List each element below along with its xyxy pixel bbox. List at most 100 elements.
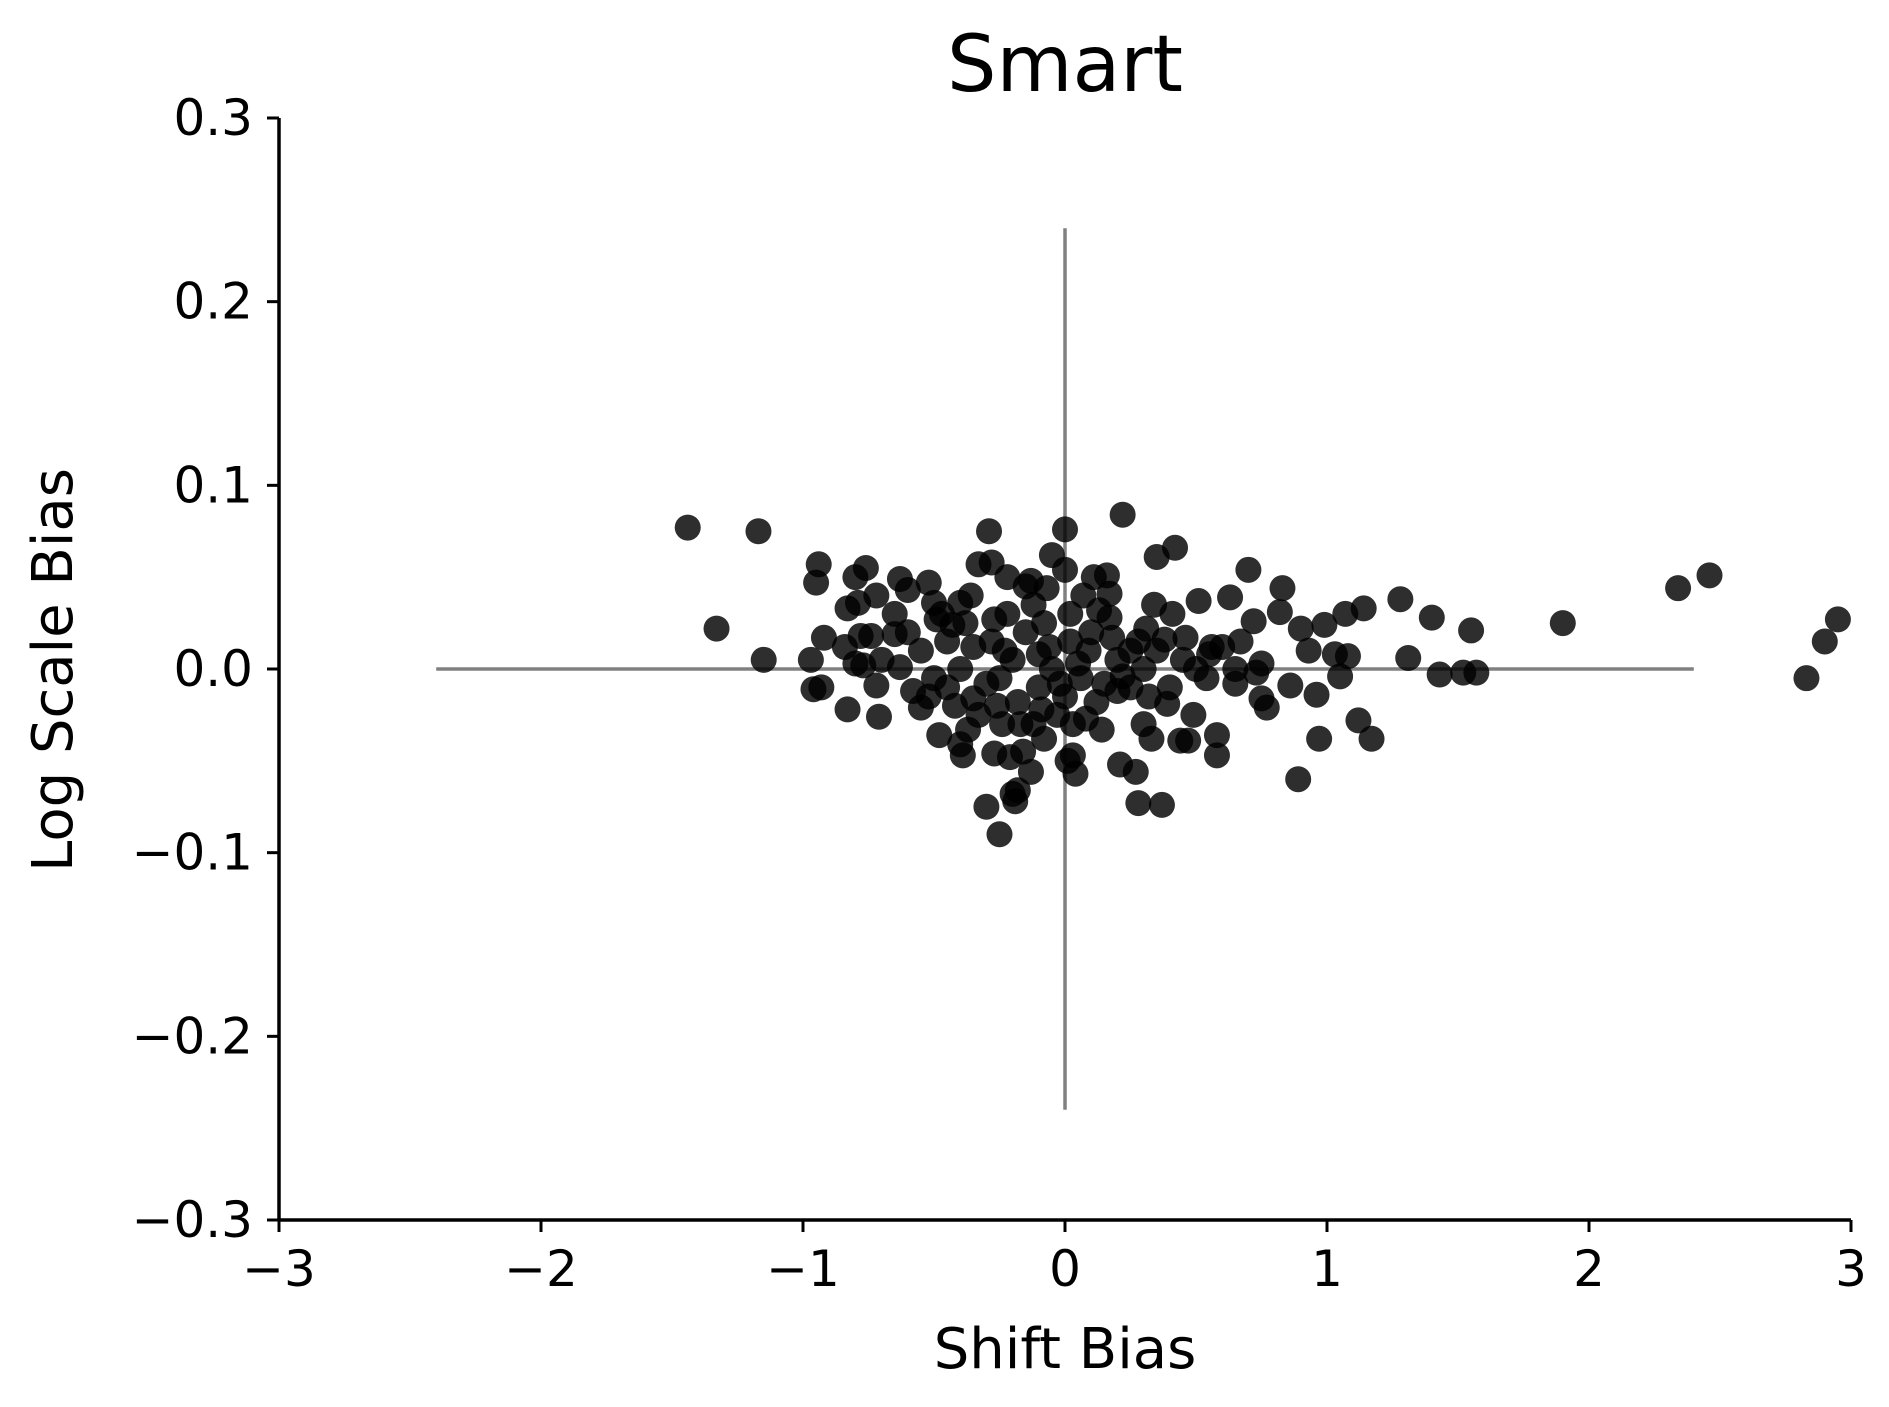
data-point bbox=[808, 674, 835, 701]
data-point bbox=[797, 646, 824, 673]
y-tick-label: 0.2 bbox=[173, 273, 253, 331]
data-point bbox=[674, 514, 701, 541]
data-point bbox=[1057, 600, 1084, 627]
x-tick-label: 3 bbox=[1835, 1240, 1867, 1298]
x-tick-label: 0 bbox=[1049, 1240, 1081, 1298]
data-point bbox=[1031, 610, 1058, 637]
y-tick-label: 0.0 bbox=[173, 640, 253, 698]
y-tick-label: 0.3 bbox=[173, 89, 253, 147]
data-point bbox=[1156, 674, 1183, 701]
data-point bbox=[863, 582, 890, 609]
data-point bbox=[1052, 516, 1078, 543]
data-point bbox=[810, 624, 837, 651]
data-point bbox=[952, 610, 979, 637]
data-point bbox=[1185, 588, 1212, 615]
data-point bbox=[881, 600, 908, 627]
data-point bbox=[1036, 633, 1063, 660]
data-point bbox=[1135, 683, 1162, 710]
data-point bbox=[1125, 790, 1152, 817]
data-point bbox=[745, 518, 772, 545]
data-point bbox=[1253, 694, 1280, 721]
data-point bbox=[1395, 644, 1422, 671]
data-point bbox=[1138, 725, 1165, 752]
data-point bbox=[1088, 716, 1115, 743]
data-point bbox=[894, 619, 921, 646]
data-point bbox=[1070, 582, 1097, 609]
data-point bbox=[1010, 738, 1037, 765]
data-point bbox=[1463, 659, 1490, 686]
data-point bbox=[1811, 628, 1838, 655]
data-point bbox=[1159, 600, 1186, 627]
data-point bbox=[1235, 556, 1262, 583]
data-points bbox=[674, 501, 1851, 848]
data-point bbox=[986, 821, 1013, 848]
data-point bbox=[1078, 619, 1105, 646]
data-point bbox=[1418, 604, 1445, 631]
data-point bbox=[1172, 624, 1199, 651]
data-point bbox=[983, 692, 1010, 719]
data-point bbox=[1130, 656, 1157, 682]
data-point bbox=[1824, 606, 1851, 633]
data-point bbox=[1162, 534, 1189, 561]
data-point bbox=[1033, 575, 1060, 602]
data-point bbox=[1122, 758, 1149, 785]
data-point bbox=[947, 656, 974, 682]
data-point bbox=[1240, 608, 1267, 635]
data-point bbox=[858, 622, 885, 649]
data-point bbox=[1017, 758, 1044, 785]
x-axis-label: Shift Bias bbox=[934, 1317, 1197, 1382]
y-axis-label: Log Scale Bias bbox=[21, 468, 86, 872]
data-point bbox=[863, 672, 890, 699]
data-point bbox=[973, 670, 1000, 697]
data-point bbox=[1334, 643, 1361, 670]
data-point bbox=[1793, 665, 1820, 692]
data-point bbox=[1295, 637, 1322, 664]
data-point bbox=[1025, 674, 1052, 701]
data-point bbox=[750, 646, 777, 673]
data-point bbox=[1062, 760, 1089, 787]
data-point bbox=[1269, 575, 1296, 602]
data-point bbox=[868, 646, 895, 673]
data-point bbox=[934, 628, 961, 655]
data-point bbox=[949, 742, 976, 769]
data-point bbox=[1196, 641, 1223, 668]
data-point bbox=[1306, 725, 1333, 752]
data-point bbox=[1266, 599, 1293, 626]
data-point bbox=[928, 600, 955, 627]
data-point bbox=[1052, 556, 1078, 583]
data-point bbox=[1083, 689, 1110, 716]
data-point bbox=[803, 569, 830, 596]
data-point bbox=[703, 615, 730, 642]
x-tick-label: 1 bbox=[1311, 1240, 1343, 1298]
data-point bbox=[1426, 661, 1453, 688]
data-point bbox=[1059, 711, 1086, 738]
data-point bbox=[1696, 562, 1723, 589]
data-point bbox=[1227, 628, 1254, 655]
data-point bbox=[907, 637, 934, 664]
y-tick-label: 0.1 bbox=[173, 456, 253, 514]
data-point bbox=[1665, 575, 1692, 602]
data-point bbox=[1125, 628, 1152, 655]
data-point bbox=[915, 569, 942, 596]
data-point bbox=[1248, 650, 1275, 677]
data-point bbox=[834, 696, 861, 723]
axes: −3 −2 −1 0 1 2 3 0.3 0.2 0.1 0.0 −0.1 −0.2 −0.3 bbox=[132, 89, 1867, 1298]
data-point bbox=[1065, 650, 1092, 677]
data-point bbox=[1458, 617, 1485, 644]
data-point bbox=[1046, 670, 1073, 697]
data-point bbox=[1287, 615, 1314, 642]
data-point bbox=[894, 577, 921, 604]
data-point bbox=[1057, 628, 1084, 655]
reference-lines bbox=[436, 228, 1694, 1110]
data-point bbox=[1004, 777, 1031, 804]
data-point bbox=[1203, 722, 1230, 749]
data-point bbox=[1358, 725, 1385, 752]
data-point bbox=[1203, 742, 1230, 769]
data-point bbox=[1028, 696, 1055, 723]
y-tick-label: −0.1 bbox=[132, 824, 253, 882]
data-point bbox=[1175, 727, 1202, 754]
data-point bbox=[1549, 610, 1576, 637]
data-point bbox=[1345, 707, 1372, 734]
y-tick-label: −0.3 bbox=[132, 1191, 253, 1249]
